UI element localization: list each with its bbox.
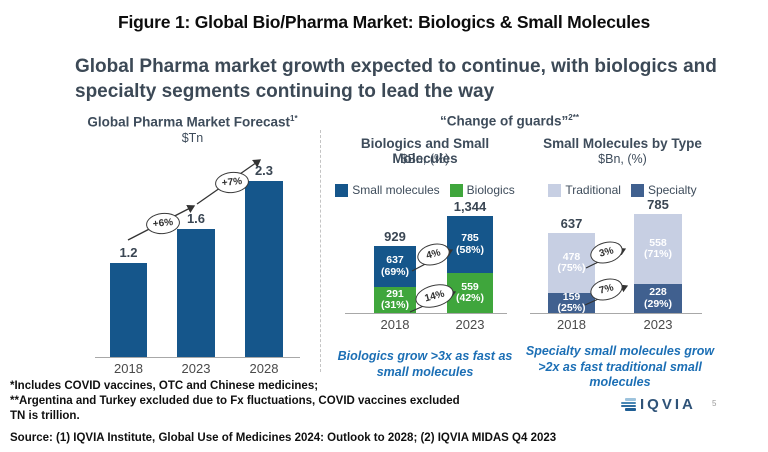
right-total-2018: 637 — [560, 216, 583, 231]
left-xlabel-2023: 2023 — [181, 361, 211, 376]
middle-2018-biologics-segment: 291 (31%) — [374, 287, 416, 313]
legend-item-specialty: Specialty — [630, 183, 697, 197]
section-divider — [320, 130, 321, 372]
middle-2023-small-molecules-segment: 785 (58%) — [447, 216, 493, 273]
segment-pct: (75%) — [557, 262, 586, 274]
forecast-value-2018: 1.2 — [119, 245, 138, 260]
biologics-label: Biologics — [466, 183, 515, 197]
footnote-2: **Argentina and Turkey excluded due to F… — [10, 395, 460, 407]
segment-pct: (42%) — [455, 292, 484, 304]
right-chart-axis — [530, 313, 702, 314]
left-xlabel-2018: 2018 — [114, 361, 143, 376]
forecast-bar-2028 — [245, 181, 283, 357]
left-chart-title: Global Pharma Market Forecast1* — [65, 114, 320, 130]
segment-pct: (25%) — [557, 302, 586, 314]
segment-value: 228 — [649, 286, 667, 298]
page-number: 5 — [712, 399, 717, 408]
small-molecules-label: Small molecules — [352, 183, 440, 197]
segment-pct: (31%) — [380, 299, 409, 311]
segment-pct: (29%) — [643, 297, 672, 310]
right-total-2023: 785 — [647, 197, 669, 212]
specialty-label: Specialty — [647, 183, 697, 197]
iqvia-logo: IQVIA — [618, 396, 696, 413]
specialty-swatch — [630, 183, 644, 197]
right-chart-unit: $Bn, (%) — [598, 152, 647, 166]
segment-value: 478 — [562, 250, 581, 263]
middle-total-2023: 1,344 — [453, 199, 487, 214]
iqvia-logo-text: IQVIA — [640, 396, 696, 413]
iqvia-logo-icon — [618, 398, 636, 411]
legend-item-small-molecules: Small molecules — [335, 183, 440, 197]
figure-subtitle: Global Pharma market growth expected to … — [75, 56, 717, 103]
segment-pct: (58%) — [455, 243, 484, 256]
traditional-swatch — [548, 183, 562, 197]
forecast-value-2023: 1.6 — [186, 211, 206, 226]
middle-chart-axis — [345, 313, 507, 314]
footnote-3: TN is trillion. — [10, 410, 80, 422]
middle-total-2018: 929 — [384, 229, 406, 244]
figure-title: Figure 1: Global Bio/Pharma Market: Biol… — [118, 12, 650, 32]
right-2023-traditional-segment: 558 (71%) — [634, 214, 682, 284]
forecast-bar-2018 — [110, 263, 147, 357]
segment-value: 785 — [461, 232, 479, 244]
middle-xlabel-2018: 2018 — [380, 317, 410, 332]
biologics-swatch — [449, 183, 463, 197]
footnote-1: *Includes COVID vaccines, OTC and Chines… — [10, 380, 319, 392]
source-line: Source: (1) IQVIA Institute, Global Use … — [10, 432, 557, 444]
segment-pct: (71%) — [643, 248, 672, 260]
right-chart-title: Small Molecules by Type — [543, 136, 702, 151]
traditional-label: Traditional — [565, 183, 621, 197]
legend-item-biologics: Biologics — [449, 183, 515, 197]
section-header: “Change of guards”2** — [337, 113, 682, 129]
right-2018-traditional-segment: 478 (75%) — [548, 233, 595, 293]
segment-value: 159 — [562, 290, 581, 303]
left-chart-title-text: Global Pharma Market Forecast — [87, 114, 290, 130]
middle-chart-caption: Biologics grow >3x as fast as small mole… — [337, 349, 513, 379]
middle-chart-unit: $Bn, (%) — [400, 152, 450, 166]
right-2023-specialty-segment: 228 (29%) — [634, 284, 682, 313]
segment-value: 558 — [649, 236, 667, 249]
middle-2018-small-molecules-segment: 637 (69%) — [374, 246, 416, 287]
legend-item-traditional: Traditional — [548, 183, 621, 197]
segment-value: 291 — [386, 287, 404, 300]
forecast-bar-2023 — [177, 229, 215, 357]
middle-xlabel-2023: 2023 — [455, 317, 485, 332]
right-xlabel-2018: 2018 — [557, 317, 586, 332]
left-chart-axis — [95, 357, 300, 358]
right-xlabel-2023: 2023 — [643, 317, 673, 332]
segment-value: 637 — [386, 254, 404, 266]
section-header-text: “Change of guards” — [440, 113, 569, 129]
left-xlabel-2028: 2028 — [249, 361, 279, 376]
section-header-superscript: 2** — [568, 113, 579, 122]
middle-chart-title: Biologics and Small Molecules — [360, 136, 490, 166]
left-chart-title-superscript: 1* — [290, 114, 298, 123]
right-2018-specialty-segment: 159 (25%) — [548, 290, 595, 314]
segment-pct: (69%) — [380, 265, 409, 278]
small-molecules-swatch — [335, 183, 349, 197]
left-chart-unit: $Tn — [181, 131, 204, 145]
right-chart-legend: Traditional Specialty — [525, 183, 720, 197]
segment-value: 559 — [461, 280, 479, 293]
middle-chart-legend: Small molecules Biologics — [330, 183, 520, 197]
right-chart-caption: Specialty small molecules grow >2x as fa… — [525, 344, 715, 390]
